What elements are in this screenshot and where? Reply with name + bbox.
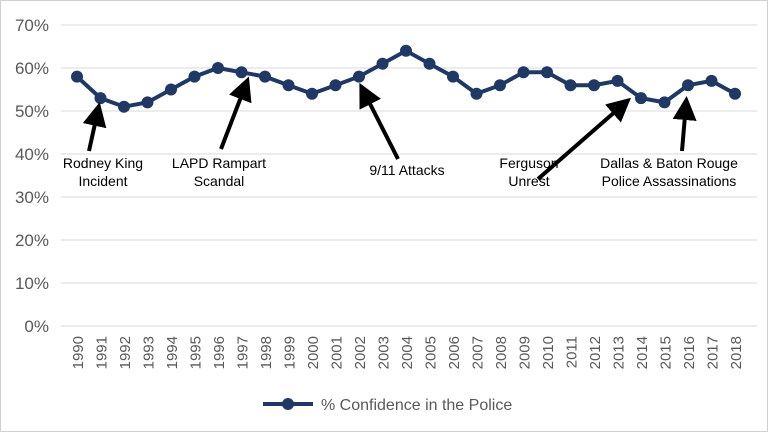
- annotation-arrow: [536, 97, 632, 181]
- y-tick-label: 40%: [15, 145, 49, 164]
- data-point: [188, 70, 201, 83]
- annotation-arrow: [359, 82, 400, 160]
- annotation-label: Dallas & Baton Rouge: [600, 155, 738, 171]
- data-point: [423, 57, 436, 70]
- x-tick-label: 2000: [305, 336, 322, 369]
- x-tick-label: 2002: [352, 336, 369, 369]
- data-point: [611, 74, 624, 87]
- y-tick-label: 70%: [15, 16, 49, 35]
- x-tick-label: 1998: [258, 336, 275, 369]
- data-point: [165, 83, 177, 96]
- x-tick-label: 2017: [705, 336, 722, 369]
- data-point: [94, 92, 107, 105]
- data-point: [564, 79, 577, 92]
- annotation-label: Scandal: [194, 173, 245, 189]
- data-point: [353, 70, 365, 83]
- legend-marker: [282, 398, 294, 410]
- y-tick-label: 50%: [15, 102, 49, 121]
- annotation-label: Unrest: [508, 173, 549, 189]
- data-point: [306, 87, 318, 100]
- x-tick-label: 2013: [611, 336, 628, 369]
- data-point: [212, 62, 224, 74]
- data-point: [282, 79, 295, 92]
- y-tick-label: 30%: [15, 188, 49, 207]
- data-point: [494, 79, 506, 92]
- x-tick-label: 1992: [117, 336, 134, 369]
- data-point: [729, 87, 741, 100]
- x-tick-label: 2003: [376, 336, 393, 369]
- x-tick-label: 2009: [517, 336, 534, 369]
- annotation-label: Ferguson: [499, 155, 558, 171]
- x-tick-label: 2005: [423, 336, 440, 369]
- x-tick-label: 1995: [188, 336, 205, 369]
- y-tick-label: 20%: [15, 231, 49, 250]
- x-tick-label: 2012: [587, 336, 604, 369]
- x-tick-label: 2014: [634, 336, 651, 369]
- annotation-label: Incident: [78, 173, 127, 189]
- data-point: [259, 70, 271, 83]
- x-tick-label: 2008: [493, 336, 510, 369]
- x-tick-label: 2011: [564, 336, 581, 368]
- annotation-arrow: [82, 102, 107, 152]
- x-tick-label: 2018: [728, 336, 745, 369]
- data-point: [705, 74, 718, 87]
- y-tick-label: 60%: [15, 59, 49, 78]
- x-tick-label: 2006: [446, 336, 463, 369]
- data-point: [658, 96, 671, 109]
- x-tick-label: 2015: [658, 336, 675, 369]
- data-point: [682, 79, 694, 92]
- legend-label: % Confidence in the Police: [321, 397, 512, 414]
- x-tick-label: 2010: [540, 336, 557, 369]
- data-point: [141, 96, 154, 109]
- x-tick-label: 1993: [141, 336, 158, 369]
- y-tick-label: 10%: [15, 274, 49, 293]
- annotation-arrow: [672, 96, 697, 152]
- data-point: [588, 79, 600, 92]
- data-point: [71, 70, 83, 83]
- x-tick-label: 1994: [164, 336, 181, 369]
- annotation-label: Rodney King: [63, 155, 143, 171]
- x-tick-label: 2004: [399, 336, 416, 369]
- data-point: [635, 92, 647, 105]
- data-point: [541, 66, 553, 79]
- annotation-label: 9/11 Attacks: [369, 162, 444, 178]
- x-tick-label: 1999: [282, 336, 299, 369]
- data-point: [329, 79, 342, 92]
- data-point: [470, 87, 483, 100]
- y-tick-label: 0%: [24, 317, 49, 336]
- x-tick-label: 1991: [94, 336, 111, 369]
- x-tick-label: 2007: [470, 336, 487, 369]
- data-point: [118, 100, 130, 113]
- x-tick-label: 2016: [681, 336, 698, 369]
- x-tick-label: 1997: [235, 336, 252, 369]
- data-point: [400, 44, 412, 57]
- x-tick-label: 2001: [329, 336, 346, 369]
- annotation-label: LAPD Rampart: [172, 155, 266, 171]
- data-point: [447, 70, 459, 83]
- data-point: [376, 57, 389, 70]
- x-tick-label: 1990: [70, 336, 87, 369]
- annotation-label: Police Assassinations: [602, 173, 737, 189]
- x-tick-label: 1996: [211, 336, 228, 369]
- annotation-arrow: [219, 76, 252, 150]
- data-point: [517, 66, 530, 79]
- data-point: [235, 66, 248, 79]
